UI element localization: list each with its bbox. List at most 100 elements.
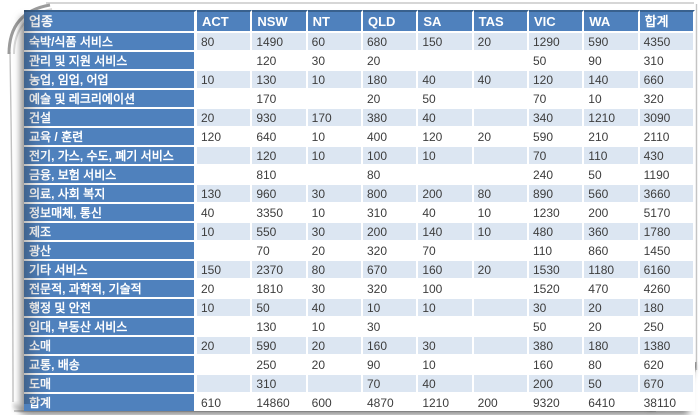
data-cell: 640 bbox=[252, 126, 308, 145]
data-cell: 4260 bbox=[639, 278, 695, 297]
data-cell: 160 bbox=[418, 259, 474, 278]
data-cell: 670 bbox=[639, 373, 695, 392]
data-cell bbox=[418, 50, 474, 69]
row-label: 교육 / 훈련 bbox=[24, 126, 197, 145]
column-header-vic: VIC bbox=[528, 10, 585, 31]
data-cell: 180 bbox=[362, 69, 419, 88]
data-cell: 150 bbox=[197, 259, 253, 278]
data-cell: 860 bbox=[584, 240, 640, 259]
data-cell bbox=[197, 316, 253, 335]
data-cell: 6160 bbox=[639, 259, 695, 278]
data-cell: 120 bbox=[528, 69, 585, 88]
data-cell: 10 bbox=[197, 221, 253, 240]
data-cell: 310 bbox=[639, 50, 695, 69]
data-cell: 1380 bbox=[639, 335, 695, 354]
data-cell: 400 bbox=[362, 126, 419, 145]
data-cell: 50 bbox=[584, 373, 640, 392]
data-cell: 890 bbox=[528, 183, 585, 202]
data-cell: 180 bbox=[639, 297, 695, 316]
data-cell: 10 bbox=[307, 202, 363, 221]
data-cell: 80 bbox=[584, 354, 640, 373]
data-cell bbox=[473, 240, 529, 259]
data-cell: 4350 bbox=[639, 31, 695, 50]
data-cell: 100 bbox=[418, 278, 474, 297]
data-cell: 200 bbox=[528, 373, 585, 392]
data-cell: 50 bbox=[252, 297, 308, 316]
table-row: 소매 20 590 20 160 30 380 180 1380 bbox=[24, 335, 695, 354]
data-cell: 120 bbox=[252, 145, 308, 164]
data-cell: 130 bbox=[252, 316, 308, 335]
data-cell: 310 bbox=[362, 202, 419, 221]
data-cell: 170 bbox=[252, 88, 308, 107]
data-cell: 30 bbox=[418, 335, 474, 354]
data-cell: 610 bbox=[197, 392, 253, 411]
data-cell: 50 bbox=[528, 316, 585, 335]
data-cell: 150 bbox=[418, 31, 474, 50]
data-cell: 10 bbox=[307, 145, 363, 164]
data-cell bbox=[418, 164, 474, 183]
data-cell: 240 bbox=[528, 164, 585, 183]
data-cell: 30 bbox=[307, 50, 363, 69]
data-cell bbox=[197, 354, 253, 373]
data-cell: 590 bbox=[528, 126, 585, 145]
table-row: 전문적, 과학적, 기술적 20 1810 30 320 100 1520 470 4260 bbox=[24, 278, 695, 297]
data-cell: 560 bbox=[584, 183, 640, 202]
data-cell: 380 bbox=[528, 335, 585, 354]
data-cell bbox=[473, 354, 529, 373]
data-cell bbox=[197, 145, 253, 164]
data-cell: 200 bbox=[473, 392, 529, 411]
column-header-wa: WA bbox=[584, 10, 640, 31]
data-cell: 20 bbox=[473, 126, 529, 145]
data-cell: 20 bbox=[197, 335, 253, 354]
table-row: 행정 및 안전 10 50 40 10 10 30 20 180 bbox=[24, 297, 695, 316]
data-cell: 130 bbox=[252, 69, 308, 88]
column-header-sa: SA bbox=[418, 10, 474, 31]
data-cell: 180 bbox=[584, 335, 640, 354]
data-cell: 3090 bbox=[639, 107, 695, 126]
table-row: 금융, 보험 서비스 810 80 240 50 1190 bbox=[24, 164, 695, 183]
data-cell: 680 bbox=[362, 31, 419, 50]
data-cell: 380 bbox=[362, 107, 419, 126]
table-row: 교육 / 훈련 120 640 10 400 120 20 590 210 2110 bbox=[24, 126, 695, 145]
data-cell: 10 bbox=[197, 69, 253, 88]
data-cell: 70 bbox=[418, 240, 474, 259]
data-cell: 320 bbox=[639, 88, 695, 107]
column-header-act: ACT bbox=[197, 10, 253, 31]
column-header-nt: NT bbox=[307, 10, 363, 31]
data-cell: 30 bbox=[528, 297, 585, 316]
data-cell: 40 bbox=[418, 107, 474, 126]
data-cell: 10 bbox=[418, 297, 474, 316]
row-label: 전문적, 과학적, 기술적 bbox=[24, 278, 197, 297]
data-cell: 1190 bbox=[639, 164, 695, 183]
data-cell: 100 bbox=[362, 145, 419, 164]
data-cell: 10 bbox=[473, 202, 529, 221]
data-cell: 90 bbox=[362, 354, 419, 373]
data-cell: 320 bbox=[362, 240, 419, 259]
data-cell: 80 bbox=[473, 183, 529, 202]
table-row: 광산 70 20 320 70 110 860 1450 bbox=[24, 240, 695, 259]
data-cell: 50 bbox=[418, 88, 474, 107]
data-cell: 38110 bbox=[639, 392, 695, 411]
data-cell bbox=[473, 335, 529, 354]
data-cell: 110 bbox=[528, 240, 585, 259]
column-header-nsw: NSW bbox=[252, 10, 308, 31]
data-cell: 660 bbox=[639, 69, 695, 88]
data-cell: 40 bbox=[197, 202, 253, 221]
data-cell: 10 bbox=[307, 316, 363, 335]
data-cell: 120 bbox=[252, 50, 308, 69]
data-cell bbox=[197, 373, 253, 392]
data-cell: 20 bbox=[197, 107, 253, 126]
row-label: 농업, 임업, 어업 bbox=[24, 69, 197, 88]
data-cell bbox=[197, 164, 253, 183]
column-header-합계: 합계 bbox=[639, 10, 695, 31]
data-cell: 80 bbox=[362, 164, 419, 183]
data-cell: 310 bbox=[252, 373, 308, 392]
data-cell: 1290 bbox=[528, 31, 585, 50]
data-cell: 160 bbox=[528, 354, 585, 373]
data-cell: 70 bbox=[252, 240, 308, 259]
data-cell: 1780 bbox=[639, 221, 695, 240]
data-cell: 20 bbox=[362, 88, 419, 107]
data-cell: 430 bbox=[639, 145, 695, 164]
data-cell: 20 bbox=[473, 31, 529, 50]
data-cell: 10 bbox=[473, 221, 529, 240]
